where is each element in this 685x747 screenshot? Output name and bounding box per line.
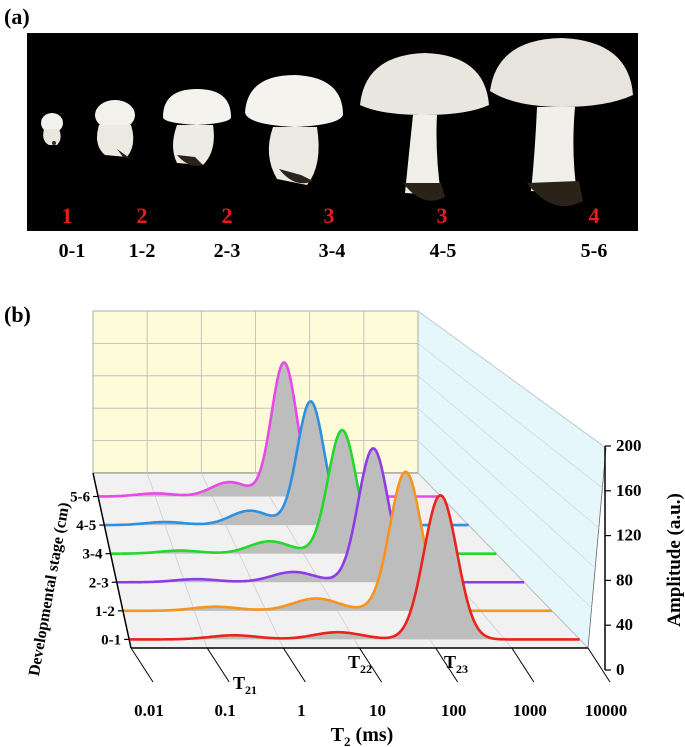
x-axis-title: T2 (ms) xyxy=(331,724,394,747)
x-tick xyxy=(130,647,154,683)
floor-gridline xyxy=(200,472,284,649)
x-tick xyxy=(282,647,306,683)
stage-label-0-1: 0-1 xyxy=(58,240,86,262)
x-tick xyxy=(206,647,230,683)
chart-series xyxy=(98,361,580,641)
mushroom-photo: 1 2 2 3 3 4 xyxy=(27,33,638,231)
grade-label-4: 3 xyxy=(324,203,335,228)
x-tick-label: 1000 xyxy=(513,701,547,720)
x-tick-label: 0.1 xyxy=(215,701,236,720)
stage-tick-label: 4-5 xyxy=(76,518,96,534)
stage-tick-label: 2-3 xyxy=(89,575,109,591)
stage-tick-label: 1-2 xyxy=(95,604,115,620)
stage-label-3-4: 3-4 xyxy=(318,240,346,262)
y-axis-line xyxy=(92,472,132,649)
z-tick-label: 80 xyxy=(616,570,633,589)
z-tick-label: 40 xyxy=(616,615,633,634)
x-tick-label: 100 xyxy=(441,701,467,720)
mushroom-1-2 xyxy=(95,100,135,159)
floor-gridline xyxy=(255,472,360,649)
side-wall-gridline xyxy=(417,343,603,489)
series-line-1-2 xyxy=(122,470,552,613)
x-tick xyxy=(511,647,535,683)
stage-label-1-2: 1-2 xyxy=(128,240,156,262)
x-tick-label: 0.01 xyxy=(134,701,164,720)
stage-tick-label: 0-1 xyxy=(101,632,121,648)
x-tick-label: 10 xyxy=(369,701,386,720)
stage-tick-label: 3-4 xyxy=(83,547,103,563)
x-tick-label: 10000 xyxy=(585,701,628,720)
stage-label-2-3: 2-3 xyxy=(213,240,241,262)
mushroom-illustration: 1 2 2 3 3 4 xyxy=(41,38,633,228)
grade-label-5: 3 xyxy=(437,203,448,228)
mushroom-5-6 xyxy=(490,38,633,207)
x-tick xyxy=(435,647,459,683)
z-tick-label: 200 xyxy=(616,436,642,455)
side-wall-gridline xyxy=(417,375,600,529)
stage-label-4-5: 4-5 xyxy=(429,240,457,262)
side-wall-gridline xyxy=(417,310,607,449)
mushroom-0-1 xyxy=(41,113,63,145)
peak-annotation-21: T21 xyxy=(233,673,257,697)
mushroom-2-3 xyxy=(163,89,231,166)
stage-tick-label: 5-6 xyxy=(70,490,90,506)
grade-label-6: 4 xyxy=(589,203,600,228)
peak-annotation-22: T22 xyxy=(348,652,372,676)
mushroom-3-4 xyxy=(245,75,343,185)
floor-gridline xyxy=(146,472,208,649)
grade-label-2: 2 xyxy=(137,203,148,228)
z-tick-label: 160 xyxy=(616,481,642,500)
chart-axes xyxy=(92,445,611,683)
series-line-0-1 xyxy=(129,493,580,641)
y-axis-title: Developmental stage (cm) xyxy=(26,501,73,677)
z-axis-title: Amplitude (a.u.) xyxy=(664,493,685,627)
stage-label-5-6: 5-6 xyxy=(580,240,608,262)
panel-a-label: (a) xyxy=(4,4,30,29)
panel-b-label: (b) xyxy=(4,302,31,327)
z-tick-label: 120 xyxy=(616,526,642,545)
grade-label-3: 2 xyxy=(222,203,233,228)
peak-annotation-23: T23 xyxy=(444,652,468,676)
z-tick-label: 0 xyxy=(616,660,625,679)
grade-label-1: 1 xyxy=(62,203,73,228)
side-wall-gridline xyxy=(417,440,592,609)
side-wall-gridline xyxy=(417,407,596,569)
mushroom-4-5 xyxy=(360,53,489,201)
x-tick xyxy=(359,647,382,683)
x-tick xyxy=(587,647,611,683)
x-tick-label: 1 xyxy=(297,701,306,720)
